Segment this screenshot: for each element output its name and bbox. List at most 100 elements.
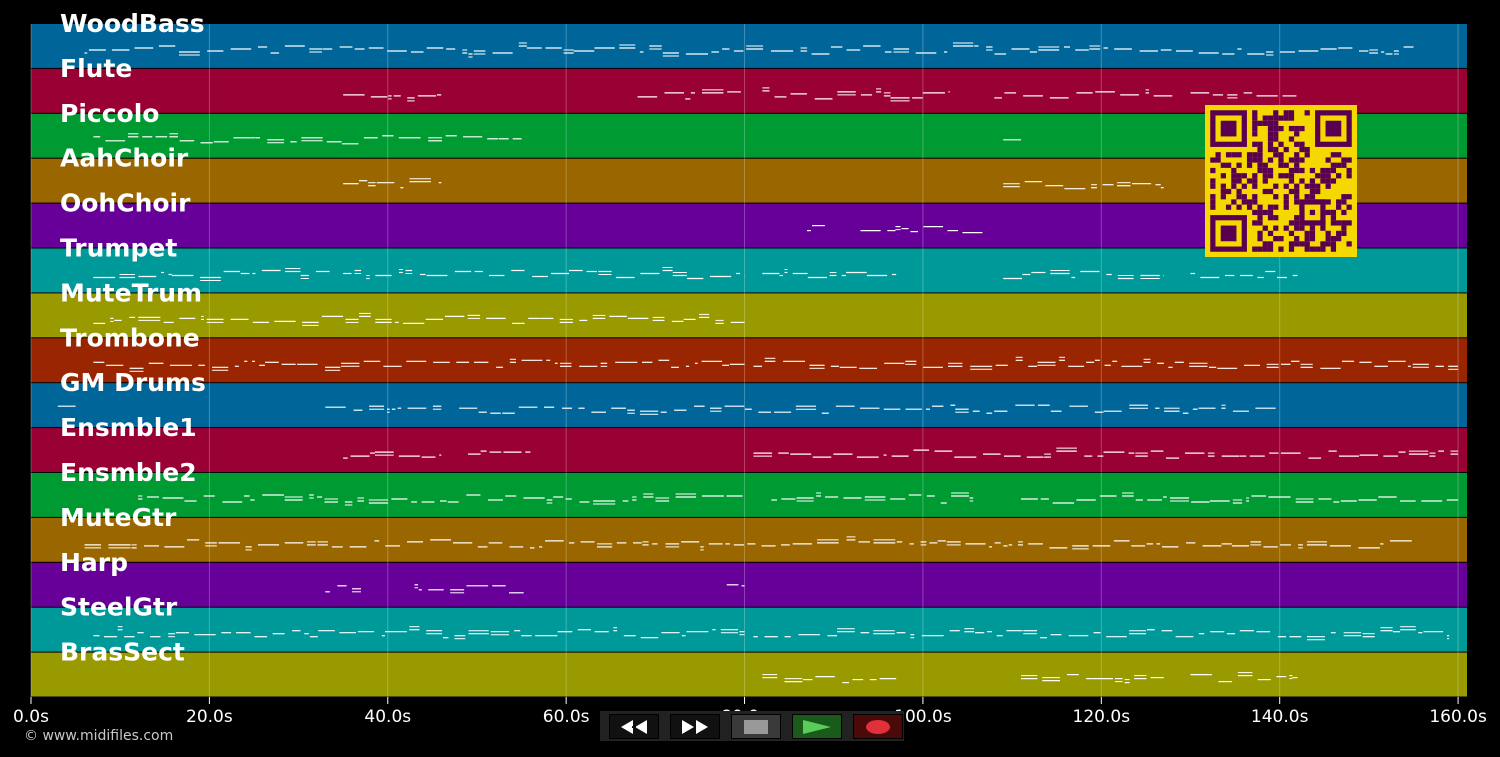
qr-module bbox=[1231, 173, 1237, 179]
qr-module bbox=[1262, 246, 1268, 252]
qr-module bbox=[1299, 241, 1305, 247]
qr-module bbox=[1346, 241, 1352, 247]
fast-forward-button[interactable] bbox=[670, 714, 720, 739]
qr-module bbox=[1346, 220, 1352, 226]
qr-module bbox=[1252, 199, 1258, 205]
qr-module bbox=[1225, 152, 1232, 158]
qr-module bbox=[1304, 241, 1310, 247]
track-lane bbox=[31, 607, 1467, 652]
qr-module bbox=[1320, 173, 1326, 179]
qr-module bbox=[1236, 194, 1242, 200]
track-lane bbox=[31, 652, 1467, 697]
qr-module bbox=[1330, 246, 1337, 252]
qr-module bbox=[1273, 236, 1279, 242]
track-label: Ensmble1 bbox=[60, 413, 197, 442]
qr-finder-core bbox=[1220, 120, 1237, 137]
qr-module bbox=[1299, 225, 1305, 231]
qr-module bbox=[1283, 225, 1289, 231]
qr-module bbox=[1231, 152, 1237, 158]
stop-button[interactable] bbox=[731, 714, 781, 739]
qr-module bbox=[1283, 199, 1289, 205]
qr-module bbox=[1252, 115, 1258, 121]
track-lane bbox=[31, 562, 1467, 607]
track-lane bbox=[31, 517, 1467, 562]
qr-module bbox=[1294, 152, 1300, 158]
qr-module bbox=[1262, 162, 1268, 168]
qr-module bbox=[1299, 178, 1305, 184]
qr-module bbox=[1236, 162, 1242, 168]
copyright-text[interactable]: © www.midifiles.com bbox=[24, 728, 174, 744]
qr-module bbox=[1330, 209, 1337, 216]
qr-module bbox=[1341, 162, 1347, 168]
qr-module bbox=[1252, 178, 1258, 184]
qr-module bbox=[1267, 204, 1274, 210]
qr-module bbox=[1283, 183, 1289, 189]
qr-module bbox=[1288, 115, 1295, 121]
qr-module bbox=[1346, 173, 1352, 179]
qr-module bbox=[1294, 125, 1300, 132]
qr-module bbox=[1246, 162, 1253, 168]
play-button[interactable] bbox=[792, 714, 842, 739]
rewind-button[interactable] bbox=[609, 714, 659, 739]
qr-module bbox=[1309, 167, 1316, 174]
qr-module bbox=[1273, 146, 1279, 153]
qr-module bbox=[1325, 173, 1331, 179]
qr-module bbox=[1283, 173, 1289, 179]
qr-module bbox=[1304, 110, 1310, 116]
qr-module bbox=[1283, 115, 1289, 121]
qr-module bbox=[1309, 188, 1316, 195]
qr-module bbox=[1278, 115, 1284, 121]
qr-module bbox=[1288, 173, 1295, 179]
track-lane bbox=[31, 473, 1467, 517]
qr-module bbox=[1278, 246, 1284, 252]
qr-module bbox=[1267, 209, 1274, 216]
qr-module bbox=[1341, 209, 1347, 216]
qr-module bbox=[1241, 183, 1247, 189]
qr-module bbox=[1257, 209, 1263, 216]
qr-module bbox=[1309, 246, 1316, 252]
qr-module bbox=[1210, 183, 1216, 189]
qr-module bbox=[1241, 173, 1247, 179]
qr-module bbox=[1231, 167, 1237, 174]
track-lane bbox=[31, 338, 1467, 383]
qr-module bbox=[1294, 199, 1300, 205]
qr-module bbox=[1236, 152, 1242, 158]
qr-module bbox=[1299, 141, 1305, 147]
qr-module bbox=[1225, 162, 1232, 168]
qr-module bbox=[1262, 178, 1268, 184]
qr-code[interactable] bbox=[1205, 105, 1357, 257]
qr-module bbox=[1210, 167, 1216, 174]
qr-module bbox=[1257, 167, 1263, 174]
qr-module bbox=[1320, 225, 1326, 231]
track-label: WoodBass bbox=[60, 9, 205, 38]
fast-forward-icon bbox=[682, 719, 708, 734]
qr-module bbox=[1267, 157, 1274, 163]
tick-label: 100.0s bbox=[894, 707, 952, 727]
qr-module bbox=[1309, 230, 1316, 237]
qr-module bbox=[1273, 152, 1279, 158]
qr-module bbox=[1325, 178, 1331, 184]
qr-module bbox=[1346, 157, 1352, 163]
record-icon bbox=[866, 719, 890, 734]
qr-module bbox=[1315, 173, 1321, 179]
qr-module bbox=[1220, 194, 1226, 200]
tick-label: 60.0s bbox=[543, 707, 590, 727]
qr-module bbox=[1283, 204, 1289, 210]
track-label: MuteTrum bbox=[60, 278, 202, 307]
qr-module bbox=[1267, 131, 1274, 137]
qr-module bbox=[1288, 188, 1295, 195]
qr-module bbox=[1210, 194, 1216, 200]
qr-module bbox=[1257, 157, 1263, 163]
qr-module bbox=[1294, 194, 1300, 200]
qr-module bbox=[1336, 204, 1342, 210]
qr-module bbox=[1346, 194, 1352, 200]
qr-module bbox=[1304, 246, 1310, 252]
qr-module bbox=[1320, 246, 1326, 252]
qr-module bbox=[1252, 131, 1258, 137]
record-button[interactable] bbox=[853, 714, 903, 739]
qr-module bbox=[1241, 194, 1247, 200]
track-label: Flute bbox=[60, 54, 132, 83]
qr-module bbox=[1309, 183, 1316, 189]
qr-module bbox=[1341, 199, 1347, 205]
track-label: BrasSect bbox=[60, 638, 185, 667]
